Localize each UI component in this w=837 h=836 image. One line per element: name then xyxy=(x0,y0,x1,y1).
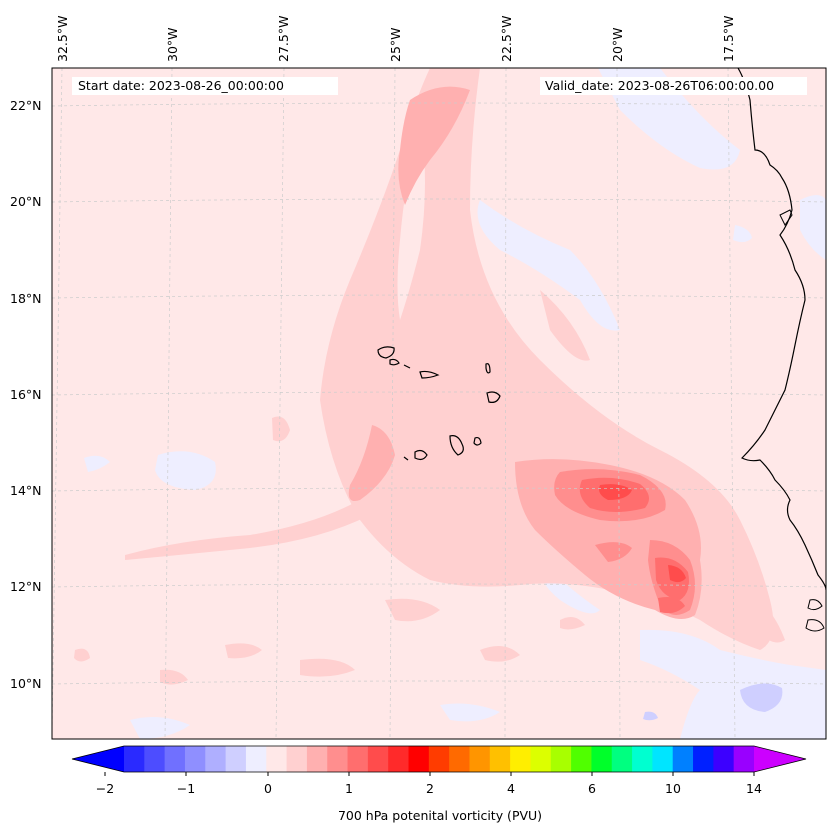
colorbar-tick-label: 14 xyxy=(746,781,762,796)
colorbar-segment xyxy=(124,746,145,772)
colorbar-tick-label: −1 xyxy=(176,781,196,796)
colorbar-segment xyxy=(184,746,206,772)
colorbar-segment xyxy=(510,746,531,772)
colorbar-segment xyxy=(591,746,613,772)
colorbar-segment xyxy=(469,746,491,772)
coastline-africa xyxy=(737,68,826,591)
colorbar-segment xyxy=(408,746,430,772)
colorbar-title: 700 hPa potenital vorticity (PVU) xyxy=(337,808,543,823)
colorbar-segment xyxy=(530,746,552,772)
colorbar-segment xyxy=(205,746,227,772)
start-date-label: Start date: 2023-08-26_00:00:00 xyxy=(72,77,338,95)
colorbar-tick-label: 1 xyxy=(345,781,353,796)
pv-core-max xyxy=(599,484,686,583)
colorbar-segment xyxy=(550,746,572,772)
colorbar-tick-label: 10 xyxy=(665,781,681,796)
colorbar-segment xyxy=(652,746,674,772)
colorbar-segment xyxy=(713,746,735,772)
colorbar-outline xyxy=(71,745,807,773)
lat-label: 10°N xyxy=(10,676,42,691)
colorbar-segment xyxy=(266,746,288,772)
colorbar-extend-low xyxy=(72,746,124,772)
colorbar xyxy=(71,745,807,776)
lat-label: 14°N xyxy=(10,483,42,498)
colorbar-segment xyxy=(347,746,369,772)
lat-label: 20°N xyxy=(10,194,42,209)
colorbar-segment xyxy=(693,746,714,772)
colorbar-segment xyxy=(286,746,308,772)
colorbar-segment xyxy=(388,746,410,772)
colorbar-tick-label: 0 xyxy=(264,781,272,796)
colorbar-tick-label: 4 xyxy=(507,781,515,796)
valid-date-label: Valid_date: 2023-08-26T06:00:00.00 xyxy=(540,77,807,95)
colorbar-segment xyxy=(733,746,755,772)
colorbar-tick-label: −2 xyxy=(95,781,115,796)
colorbar-segment xyxy=(672,746,694,772)
colorbar-segment xyxy=(449,746,470,772)
moderate-negative-pv xyxy=(643,683,783,721)
colorbar-segment xyxy=(327,746,349,772)
cape-verde-islands xyxy=(377,346,501,461)
colorbar-segment xyxy=(428,746,450,772)
lat-label: 22°N xyxy=(10,98,42,113)
lat-label: 12°N xyxy=(10,579,42,594)
colorbar-segment xyxy=(225,746,247,772)
colorbar-segment xyxy=(367,746,389,772)
colorbar-segment xyxy=(164,746,186,772)
colorbar-tick-label: 6 xyxy=(588,781,596,796)
lat-label: 16°N xyxy=(10,387,42,402)
colorbar-segment xyxy=(611,746,633,772)
colorbar-segment xyxy=(144,746,166,772)
lat-label: 18°N xyxy=(10,291,42,306)
colorbar-segment xyxy=(306,746,328,772)
colorbar-segment xyxy=(632,746,653,772)
colorbar-segment xyxy=(571,746,592,772)
colorbar-tick-label: 2 xyxy=(426,781,434,796)
negative-pv-regions xyxy=(84,68,826,739)
colorbar-segment xyxy=(245,746,267,772)
graticule xyxy=(52,68,826,739)
colorbar-extend-high xyxy=(754,746,806,772)
colorbar-segment xyxy=(489,746,511,772)
